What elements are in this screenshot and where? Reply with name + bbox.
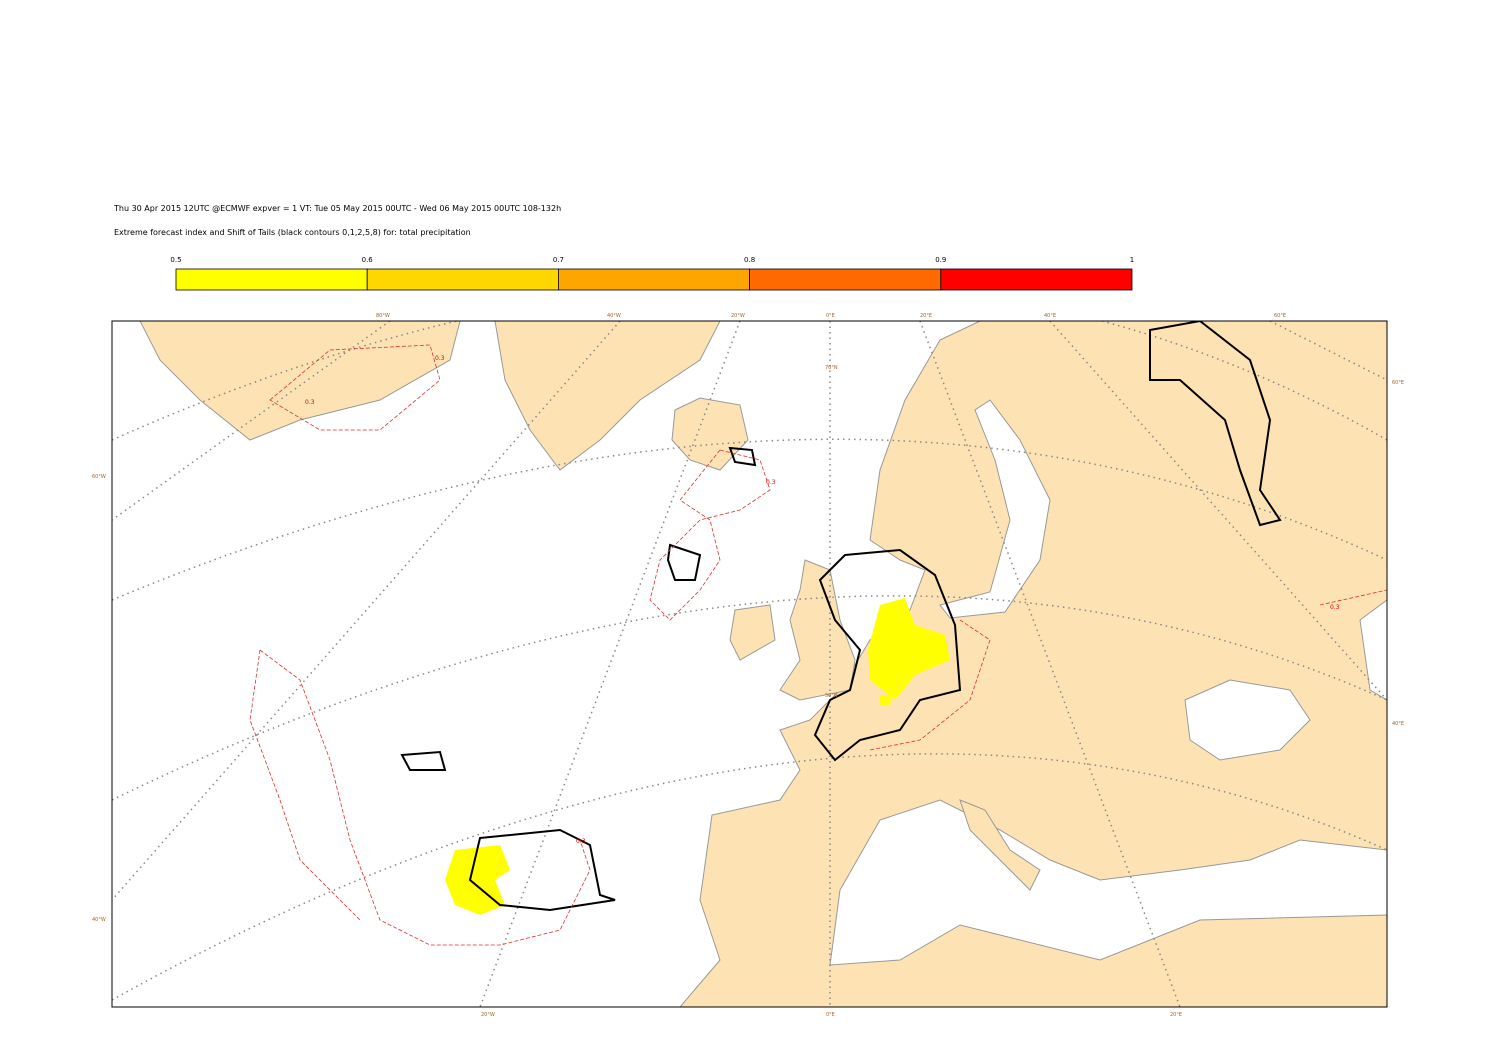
geo-label: 20°W <box>481 1012 495 1018</box>
colorbar-tick-label: 0.5 <box>170 256 181 264</box>
geo-label: 20°E <box>920 313 932 319</box>
contour-label: 0.3 <box>1330 604 1340 611</box>
caspian-sea <box>1359 599 1387 701</box>
colorbar-tick-label: 0.9 <box>935 256 946 264</box>
colorbar-bin <box>366 268 559 291</box>
colorbar-tick-label: 0.6 <box>362 256 374 264</box>
geo-label: 0°E <box>826 313 835 319</box>
mediterranean-sea <box>829 799 1387 966</box>
great-britain <box>779 559 856 701</box>
geo-label: 40°E <box>1392 721 1404 727</box>
colorbar-bin <box>749 268 942 291</box>
colorbar-bin <box>558 268 751 291</box>
header-line2: Extreme forecast index and Shift of Tail… <box>114 228 471 237</box>
ireland <box>729 604 776 661</box>
map: 0.3 0.3 0.3 0.3 0.3 <box>112 321 1387 1007</box>
geo-label: 20°E <box>1170 1012 1182 1018</box>
contour-label: 0.3 <box>576 838 586 845</box>
baffin-island <box>139 321 461 441</box>
geo-label: 0°E <box>826 1012 835 1018</box>
colorbar-tick-label: 1 <box>1130 256 1134 264</box>
italy <box>959 799 1041 891</box>
colorbar-tick-label: 0.8 <box>744 256 755 264</box>
map-frame <box>111 320 1388 1008</box>
contour-label: 0.3 <box>305 399 315 406</box>
colorbar-bin <box>940 268 1133 291</box>
geo-label: 60°E <box>1392 380 1404 386</box>
black-sea <box>1184 679 1311 761</box>
geo-label: 70°N <box>825 365 838 371</box>
sot-contours <box>400 321 1282 912</box>
geo-label: 40°W <box>92 917 106 923</box>
efi-shading <box>445 598 950 915</box>
geo-label: 60°W <box>92 474 106 480</box>
geo-label: 20°W <box>731 313 745 319</box>
greenland <box>494 321 721 471</box>
contour-label: 0.3 <box>766 479 776 486</box>
geo-label: 40°E <box>1044 313 1056 319</box>
header-line1: Thu 30 Apr 2015 12UTC @ECMWF expver = 1 … <box>113 204 561 213</box>
colorbar-tick-label: 0.7 <box>553 256 564 264</box>
contour-label: 0.3 <box>435 355 445 362</box>
baltic-sea <box>939 399 1051 619</box>
efi-contours-0.3 <box>249 344 1387 946</box>
colorbar: 0.5 0.6 0.7 0.8 0.9 1 <box>170 256 1134 291</box>
geo-label: 40°W <box>607 313 621 319</box>
geo-label: 60°E <box>1274 313 1286 319</box>
colorbar-bin <box>175 268 368 291</box>
iceland <box>671 397 749 471</box>
graticule <box>112 321 1387 1007</box>
geo-label: 80°W <box>376 313 390 319</box>
geo-label: 50°N <box>825 693 838 699</box>
